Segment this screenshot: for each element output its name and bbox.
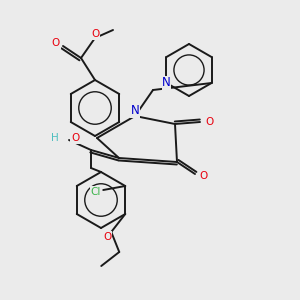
Text: Cl: Cl <box>90 187 101 197</box>
Text: H: H <box>51 133 59 143</box>
Text: N: N <box>162 76 171 89</box>
Text: O: O <box>103 232 111 242</box>
Text: O: O <box>205 117 213 127</box>
Text: N: N <box>130 104 140 118</box>
Text: O: O <box>71 133 79 143</box>
Text: O: O <box>91 29 99 39</box>
Text: O: O <box>52 38 60 48</box>
Text: O: O <box>199 171 207 181</box>
